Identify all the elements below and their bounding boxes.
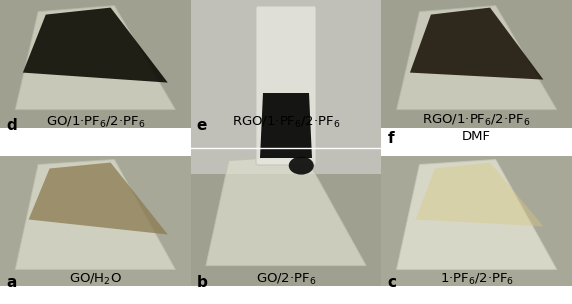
Polygon shape xyxy=(396,5,557,110)
Text: b: b xyxy=(197,275,208,290)
Polygon shape xyxy=(260,93,312,158)
Bar xyxy=(382,156,572,286)
Bar xyxy=(190,0,382,174)
Polygon shape xyxy=(23,8,168,83)
Text: f: f xyxy=(387,131,394,146)
Polygon shape xyxy=(29,163,168,234)
Bar xyxy=(0,156,190,286)
Polygon shape xyxy=(416,163,543,226)
Polygon shape xyxy=(206,156,366,266)
Text: d: d xyxy=(6,118,17,133)
Text: c: c xyxy=(387,275,396,290)
Text: 1·PF$_6$/2·PF$_6$: 1·PF$_6$/2·PF$_6$ xyxy=(439,272,514,287)
Text: GO/1·PF$_6$/2·PF$_6$: GO/1·PF$_6$/2·PF$_6$ xyxy=(46,115,145,130)
Bar xyxy=(382,0,572,128)
Polygon shape xyxy=(396,160,557,270)
Polygon shape xyxy=(15,160,176,270)
Text: GO/H$_2$O: GO/H$_2$O xyxy=(69,272,122,287)
Text: e: e xyxy=(197,118,207,133)
FancyBboxPatch shape xyxy=(256,6,316,165)
Text: RGO/1·PF$_6$/2·PF$_6$
DMF: RGO/1·PF$_6$/2·PF$_6$ DMF xyxy=(422,113,531,143)
Bar xyxy=(190,156,382,286)
Bar xyxy=(0,0,190,128)
Text: GO/2·PF$_6$: GO/2·PF$_6$ xyxy=(256,272,316,287)
Text: a: a xyxy=(6,275,17,290)
Text: RGO/1·PF$_6$/2·PF$_6$: RGO/1·PF$_6$/2·PF$_6$ xyxy=(232,115,340,130)
Polygon shape xyxy=(15,5,176,110)
Polygon shape xyxy=(410,8,543,80)
Ellipse shape xyxy=(289,157,314,174)
